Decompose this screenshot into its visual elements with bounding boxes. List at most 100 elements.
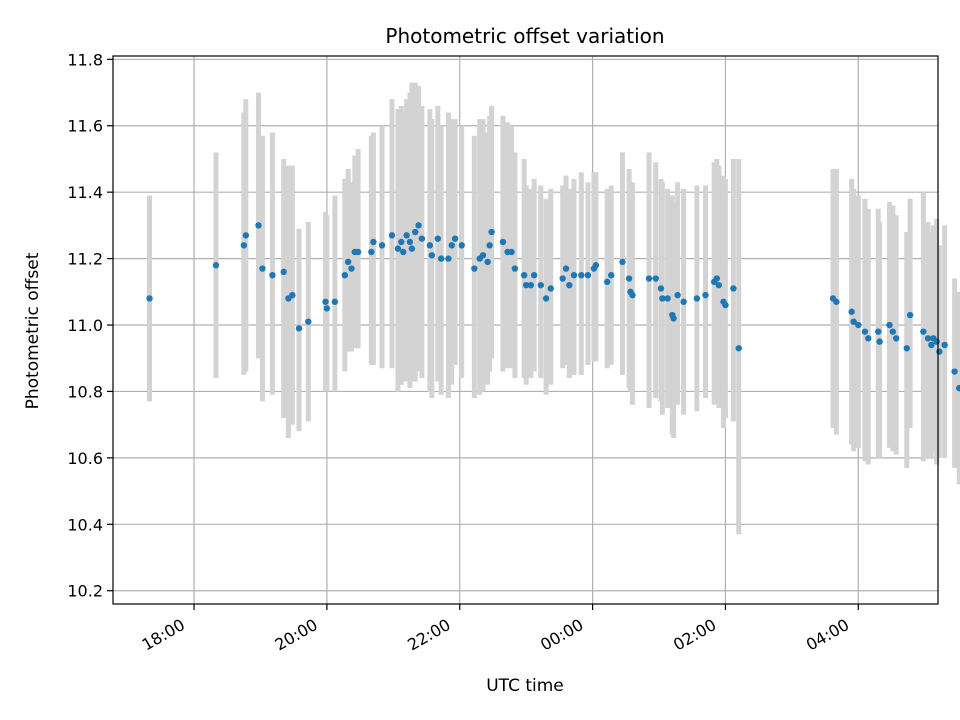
data-point [875, 328, 882, 335]
data-point [412, 228, 419, 236]
data-point [951, 368, 958, 375]
data-point [406, 238, 414, 246]
data-point [289, 291, 296, 299]
data-point [255, 222, 262, 229]
y-tick-label: 10.4 [67, 515, 103, 534]
data-point [370, 238, 377, 246]
data-point [592, 262, 600, 269]
data-point [426, 242, 434, 249]
data-point [713, 275, 721, 282]
data-point [499, 238, 507, 246]
data-point [928, 341, 935, 349]
data-point [508, 248, 515, 256]
data-point [562, 265, 570, 272]
data-point [458, 242, 465, 249]
data-point [344, 258, 352, 266]
data-point [850, 318, 857, 325]
data-point [886, 321, 893, 329]
plot-frame [112, 55, 939, 605]
y-tick-label: 11.8 [67, 50, 103, 69]
data-point [445, 255, 452, 262]
data-point [479, 252, 487, 259]
data-point [418, 235, 426, 242]
data-point [659, 295, 666, 302]
data-point [865, 335, 872, 342]
data-point [520, 272, 528, 279]
data-point [855, 321, 862, 329]
data-point [348, 265, 355, 272]
y-tick-label: 11.0 [67, 316, 103, 335]
data-point [936, 348, 943, 355]
data-point [625, 275, 633, 282]
data-point [398, 238, 405, 246]
data-point [428, 252, 436, 259]
data-point [566, 281, 573, 289]
data-point [295, 325, 303, 332]
data-point [488, 228, 495, 236]
data-point [735, 345, 742, 352]
data-point [833, 298, 840, 305]
data-point [664, 295, 671, 302]
data-point [702, 291, 709, 299]
data-point [730, 285, 737, 292]
y-axis-label: Photometric offset [23, 252, 43, 409]
data-point [861, 328, 869, 335]
data-point [484, 258, 491, 266]
data-point [876, 338, 883, 345]
data-point [956, 384, 960, 392]
data-point [578, 272, 585, 279]
data-point [903, 345, 910, 352]
x-axis-label: UTC time [486, 676, 564, 696]
data-point [437, 255, 445, 262]
data-point [607, 272, 615, 279]
data-point [629, 291, 636, 299]
chart-title: Photometric offset variation [385, 24, 664, 48]
y-tick-label: 11.4 [67, 183, 103, 202]
data-point [240, 242, 248, 249]
data-point [604, 278, 611, 286]
data-point [722, 301, 729, 309]
data-point [354, 248, 362, 256]
data-point [408, 245, 416, 252]
data-point [341, 272, 349, 279]
data-point [280, 268, 287, 276]
data-point [305, 318, 312, 325]
data-point [547, 285, 554, 292]
data-point [537, 281, 544, 289]
data-point [415, 222, 422, 229]
data-point [530, 272, 538, 279]
data-point [652, 275, 659, 282]
data-point [848, 308, 855, 315]
data-point [924, 335, 932, 342]
data-point [322, 298, 329, 305]
data-points [146, 222, 960, 392]
data-point [511, 265, 519, 272]
y-tick-label: 10.8 [67, 382, 103, 401]
data-point [394, 245, 402, 252]
y-tick-label: 10.6 [67, 449, 103, 468]
data-point [403, 232, 410, 239]
data-point [378, 242, 386, 249]
data-point [570, 272, 578, 279]
data-point [906, 311, 914, 319]
y-tick-label: 11.6 [67, 117, 103, 136]
data-point [674, 291, 681, 299]
data-point [645, 275, 653, 282]
data-point [920, 328, 927, 335]
data-point [619, 258, 626, 266]
y-axis-ticks: 10.2 10.4 10.6 10.8 11.0 11.2 11.4 11.6 11.8 [67, 50, 113, 601]
data-point [542, 295, 550, 302]
data-point [522, 281, 530, 289]
data-point [323, 305, 331, 312]
data-point [269, 272, 276, 279]
data-point [680, 298, 687, 305]
data-point [451, 235, 459, 242]
data-point [400, 248, 407, 256]
y-tick-label: 10.2 [67, 582, 103, 601]
data-point [715, 281, 722, 289]
data-point [448, 242, 455, 249]
data-point [657, 285, 665, 292]
data-point [527, 281, 535, 289]
data-point [693, 295, 701, 302]
data-point [559, 275, 566, 282]
